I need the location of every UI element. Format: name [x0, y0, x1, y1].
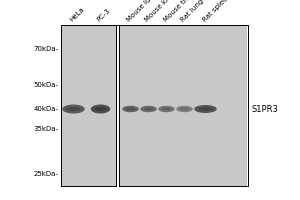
Text: Mouse lung: Mouse lung	[126, 0, 159, 23]
Text: HeLa: HeLa	[69, 6, 86, 23]
Text: Mouse kidney: Mouse kidney	[144, 0, 183, 23]
Ellipse shape	[162, 108, 172, 110]
Ellipse shape	[140, 106, 157, 112]
Ellipse shape	[62, 104, 85, 114]
Text: Rat lung: Rat lung	[180, 0, 205, 23]
Text: 70kDa-: 70kDa-	[33, 46, 58, 52]
Text: 35kDa-: 35kDa-	[34, 126, 58, 132]
Text: 40kDa-: 40kDa-	[34, 106, 58, 112]
Ellipse shape	[67, 107, 80, 111]
Bar	[118, 25, 247, 186]
Ellipse shape	[158, 106, 175, 112]
Ellipse shape	[95, 107, 106, 111]
Ellipse shape	[144, 108, 153, 110]
Text: 25kDa-: 25kDa-	[34, 171, 58, 177]
Text: 50kDa-: 50kDa-	[34, 82, 58, 88]
Ellipse shape	[194, 105, 217, 113]
Ellipse shape	[179, 108, 190, 110]
Text: Rat spleen: Rat spleen	[201, 0, 232, 23]
Ellipse shape	[91, 104, 110, 114]
Ellipse shape	[176, 106, 193, 112]
Ellipse shape	[122, 106, 139, 112]
Ellipse shape	[199, 107, 212, 111]
Text: Mouse thymus: Mouse thymus	[162, 0, 203, 23]
Ellipse shape	[126, 108, 136, 110]
Text: S1PR3: S1PR3	[252, 104, 279, 114]
Bar	[61, 25, 116, 186]
Text: PC-3: PC-3	[96, 8, 112, 23]
